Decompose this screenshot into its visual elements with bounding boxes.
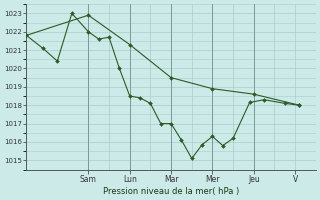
X-axis label: Pression niveau de la mer( hPa ): Pression niveau de la mer( hPa ) <box>103 187 239 196</box>
